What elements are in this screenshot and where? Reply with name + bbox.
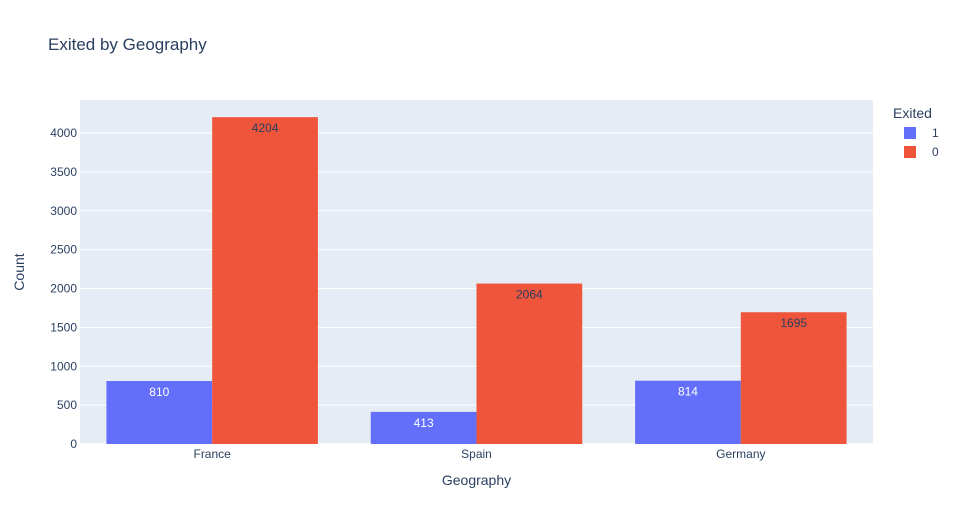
bar-spain-exited-1[interactable] [370, 411, 477, 444]
x-tick-label: Germany [716, 447, 765, 461]
bar-value-label: 1695 [780, 316, 807, 330]
bars[interactable] [106, 117, 847, 444]
y-tick-labels: 0 500 1000 1500 2000 2500 3000 3500 4000 [50, 126, 77, 451]
y-tick-label: 2000 [50, 282, 77, 296]
bar-germany-exited-1[interactable] [635, 380, 741, 444]
chart-title: Exited by Geography [48, 35, 207, 54]
y-tick-label: 3500 [50, 165, 77, 179]
bar-value-label: 4204 [252, 121, 279, 135]
y-tick-label: 4000 [50, 126, 77, 140]
legend-title: Exited [893, 105, 932, 121]
bar-value-label: 413 [414, 416, 434, 430]
y-tick-label: 500 [57, 398, 77, 412]
bar-labels: 810 4204 413 2064 814 1695 [149, 121, 807, 430]
bar-france-exited-0[interactable] [212, 117, 318, 444]
legend-label-0[interactable]: 0 [932, 145, 939, 159]
bar-france-exited-1[interactable] [106, 381, 213, 444]
bar-value-label: 814 [678, 385, 698, 399]
x-tick-label: Spain [461, 447, 492, 461]
y-tick-label: 1000 [50, 359, 77, 373]
x-axis-title: Geography [442, 472, 511, 488]
bar-value-label: 2064 [516, 288, 543, 302]
y-tick-label: 2500 [50, 243, 77, 257]
y-tick-label: 0 [70, 437, 77, 451]
x-tick-labels: France Spain Germany [193, 447, 765, 461]
y-tick-label: 3000 [50, 204, 77, 218]
bar-value-label: 810 [149, 385, 169, 399]
y-tick-label: 1500 [50, 320, 77, 334]
legend-label-1[interactable]: 1 [932, 126, 939, 140]
y-axis-title: Count [11, 253, 27, 290]
bar-germany-exited-0[interactable] [740, 312, 847, 444]
legend[interactable]: Exited 1 0 [893, 105, 939, 159]
legend-swatch-1[interactable] [904, 127, 916, 139]
bar-spain-exited-0[interactable] [476, 283, 583, 444]
x-tick-label: France [193, 447, 231, 461]
legend-swatch-0[interactable] [904, 146, 916, 158]
